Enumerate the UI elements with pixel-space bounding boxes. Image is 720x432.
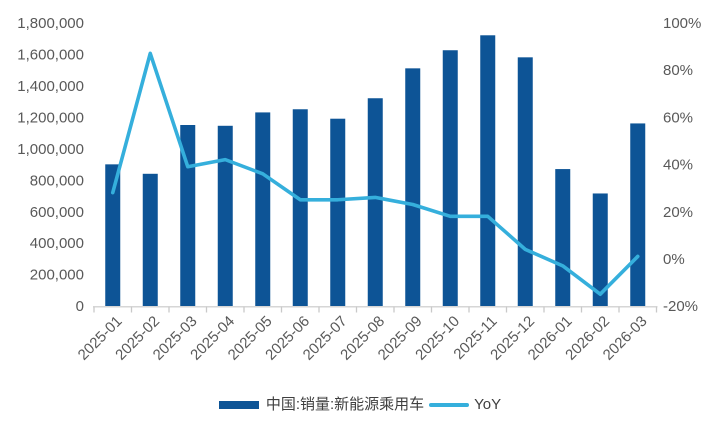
bar-2025-04 (217, 125, 233, 306)
y-axis-left-tick-label: 1,600,000 (17, 46, 84, 63)
y-axis-right-tick-label: 80% (663, 62, 693, 79)
bar-2025-12 (517, 57, 533, 306)
y-axis-left-tick-label: 800,000 (30, 172, 84, 189)
bar-2025-01 (105, 164, 121, 306)
y-axis-left-tick-label: 400,000 (30, 235, 84, 252)
legend-bar-label: 中国:销量:新能源乘用车 (265, 396, 425, 413)
y-axis-left-tick-label: 600,000 (30, 204, 84, 221)
bar-2025-07 (330, 118, 346, 307)
y-axis-left-tick-label: 1,000,000 (17, 141, 84, 158)
bar-2026-02 (592, 193, 608, 306)
y-axis-right-tick-label: 60% (663, 109, 693, 126)
bar-2025-03 (180, 125, 196, 306)
y-axis-left-tick-label: 1,200,000 (17, 109, 84, 126)
yoy-line (110, 51, 640, 296)
bar-2025-10 (442, 50, 458, 306)
y-axis-right-tick-label: 20% (663, 204, 693, 221)
bar-2025-09 (405, 68, 421, 307)
bar-2025-05 (255, 112, 271, 306)
y-axis-right-tick-label: 100% (663, 15, 701, 32)
legend-bar-swatch (218, 401, 259, 409)
bar-2025-11 (480, 35, 496, 307)
bar-2025-02 (142, 173, 158, 306)
y-axis-left-tick-label: 1,400,000 (17, 78, 84, 95)
bar-2025-06 (292, 109, 308, 306)
y-axis-right-tick-label: -20% (663, 298, 698, 315)
y-axis-left-tick-label: 0 (76, 298, 84, 315)
legend-line-label: YoY (474, 396, 502, 413)
legend: 中国:销量:新能源乘用车 YoY (0, 395, 720, 415)
y-axis-left-tick-label: 1,800,000 (17, 15, 84, 32)
y-axis-right-tick-label: 40% (663, 157, 693, 174)
bar-2025-08 (367, 98, 383, 306)
legend-line-swatch (429, 403, 470, 407)
bar-2026-01 (555, 169, 571, 306)
y-axis-right-tick-label: 0% (663, 251, 685, 268)
y-axis-left-tick-label: 200,000 (30, 267, 84, 284)
bar-2026-03 (630, 123, 646, 306)
